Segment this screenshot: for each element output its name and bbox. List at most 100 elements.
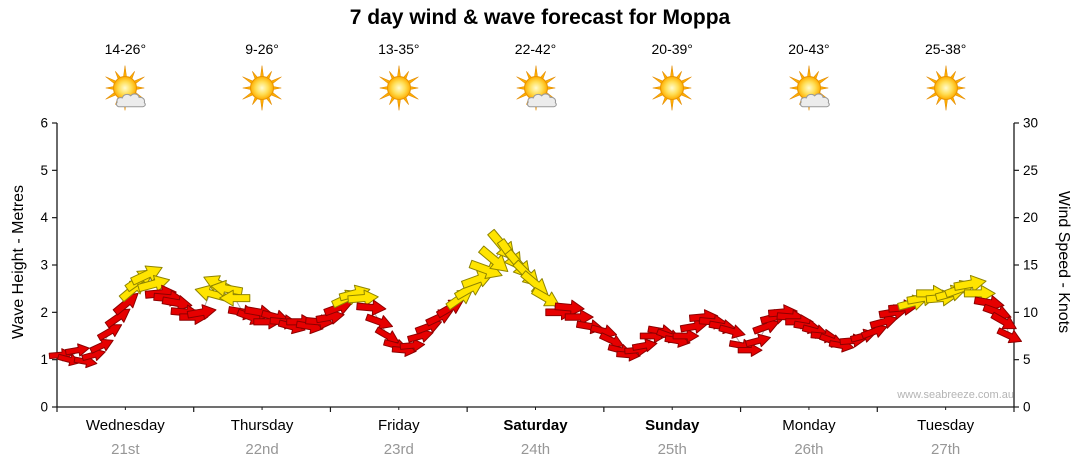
sun-ray — [943, 98, 948, 111]
weather-icon-wrap-tuesday — [921, 64, 971, 112]
sun-ray — [819, 86, 829, 90]
wind-arrow — [554, 299, 585, 316]
sun-ray — [135, 86, 145, 90]
cloud-icon — [799, 93, 830, 108]
watermark: www.seabreeze.com.au — [897, 389, 1014, 401]
sun-ray — [379, 86, 389, 90]
right-axis-tick-label: 25 — [1023, 163, 1038, 178]
wind-arrow — [468, 259, 503, 280]
sun-ray — [670, 98, 675, 111]
left-axis-tick-label: 6 — [40, 116, 48, 131]
day-name-monday: Monday — [782, 417, 836, 434]
sun-disc — [386, 76, 411, 100]
sun-ray — [807, 65, 811, 78]
day-date-wednesday: 21st — [111, 441, 140, 458]
sun-disc — [660, 76, 685, 100]
wind-arrow — [365, 313, 393, 330]
sun-ray — [105, 86, 115, 90]
right-axis-label: Wind Speed - Knots — [1055, 190, 1072, 334]
sun-cloud-icon — [105, 65, 147, 111]
day-date-tuesday: 27th — [931, 441, 961, 458]
sun-ray — [260, 65, 264, 78]
wind-arrow — [672, 328, 700, 344]
wind-arrow — [356, 299, 387, 316]
left-axis-tick-label: 5 — [40, 163, 48, 178]
cloud-icon — [526, 93, 557, 108]
weather-icon-wrap-saturday — [511, 64, 561, 112]
wind-arrow — [219, 289, 251, 307]
sun-ray — [926, 86, 936, 90]
sun-ray — [396, 98, 401, 111]
wind-arrow — [869, 314, 898, 329]
day-name-wednesday: Wednesday — [85, 417, 165, 434]
wind-arrow — [130, 265, 163, 286]
day-name-saturday: Saturday — [503, 417, 568, 434]
sun-cloud-icon — [789, 65, 830, 111]
wind-arrow — [564, 309, 594, 325]
sun-disc — [250, 76, 275, 100]
sun-ray — [533, 65, 538, 78]
sun-ray — [546, 86, 555, 90]
wind-arrow — [963, 284, 996, 302]
wind-arrow — [186, 304, 217, 320]
wind-arrow — [399, 338, 426, 353]
sun-ray — [409, 86, 419, 90]
wind-arrow — [953, 274, 987, 293]
chart-title: 7 day wind & wave forecast for Moppa — [349, 6, 731, 29]
wind-arrow — [531, 287, 560, 307]
day-date-saturday: 24th — [520, 441, 551, 458]
wind-arrow — [744, 333, 771, 348]
day-temp-tuesday: 25-38° — [924, 41, 967, 57]
cloud-icon — [116, 93, 147, 108]
weather-icon-wrap-sunday — [647, 64, 697, 112]
sun-ray — [682, 86, 692, 90]
right-axis-tick-label: 10 — [1023, 305, 1038, 320]
sun-icon — [652, 65, 692, 111]
sun-cloud-icon — [515, 65, 557, 111]
day-name-sunday: Sunday — [645, 417, 700, 434]
day-name-tuesday: Tuesday — [917, 417, 975, 434]
sun-ray — [956, 86, 965, 90]
day-name-thursday: Thursday — [230, 417, 294, 434]
sun-ray — [272, 86, 282, 90]
sun-icon — [926, 65, 966, 111]
day-date-monday: 26th — [794, 441, 824, 458]
right-axis-tick-label: 20 — [1023, 210, 1038, 225]
wind-speed-line — [60, 245, 1011, 363]
wind-arrow — [718, 324, 746, 339]
sun-ray — [242, 86, 252, 90]
wind-arrow — [89, 338, 114, 354]
sun-ray — [670, 65, 675, 78]
right-axis-tick-label: 30 — [1023, 116, 1038, 131]
day-temp-thursday: 9-26° — [245, 41, 279, 57]
day-temp-wednesday: 14-26° — [104, 41, 147, 57]
left-axis-tick-label: 3 — [40, 258, 48, 273]
sun-ray — [260, 98, 264, 111]
wind-arrow — [461, 270, 494, 289]
sun-ray — [123, 65, 128, 78]
day-date-sunday: 25th — [657, 441, 687, 458]
weather-icon-wrap-friday — [374, 64, 424, 112]
sun-ray — [516, 86, 525, 90]
wind-arrow — [210, 279, 244, 297]
wind-arrow — [347, 289, 379, 307]
day-temp-monday: 20-43° — [788, 41, 830, 57]
left-axis-tick-label: 4 — [40, 210, 48, 225]
day-name-friday: Friday — [377, 417, 420, 434]
weather-icon-wrap-thursday — [237, 64, 287, 112]
right-axis-tick-label: 5 — [1023, 352, 1031, 367]
weather-icon-wrap-monday — [784, 64, 834, 112]
wind-arrow — [737, 343, 763, 357]
day-date-thursday: 22nd — [245, 441, 279, 458]
day-temp-friday: 13-35° — [378, 41, 420, 57]
day-temp-saturday: 22-42° — [514, 41, 557, 57]
wind-arrow — [631, 338, 658, 353]
sun-ray — [789, 86, 799, 90]
wind-arrow — [161, 295, 193, 312]
left-axis-label: Wave Height - Metres — [10, 184, 27, 340]
wind-arrow — [990, 311, 1017, 330]
sun-ray — [943, 65, 948, 78]
wind-arrow — [64, 343, 90, 357]
